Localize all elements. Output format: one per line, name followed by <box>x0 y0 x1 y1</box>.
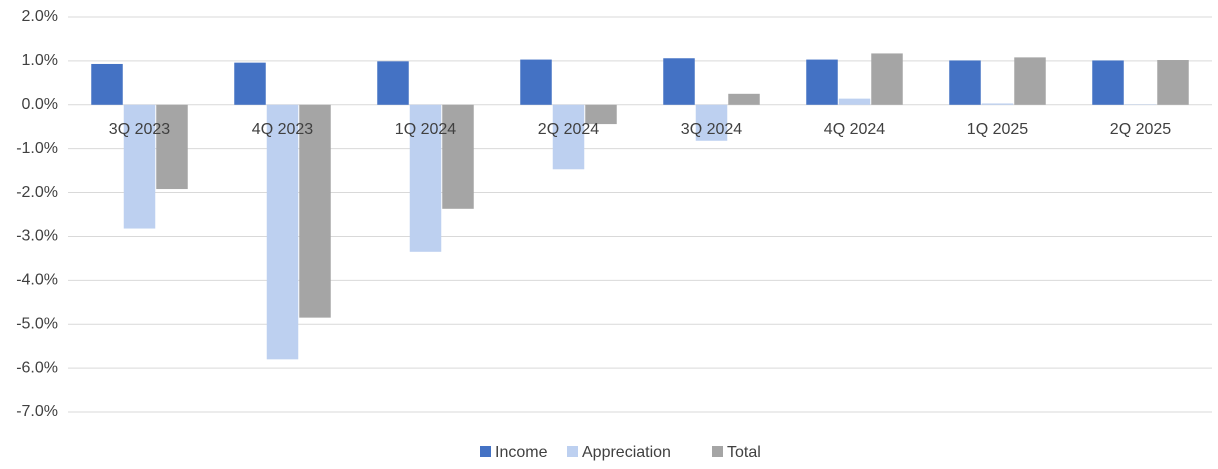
x-tick-label: 1Q 2024 <box>395 121 456 138</box>
y-tick-label: 0.0% <box>22 96 58 113</box>
bar <box>234 63 266 105</box>
y-tick-label: -2.0% <box>16 184 58 201</box>
x-tick-label: 4Q 2024 <box>824 121 885 138</box>
bar <box>1014 57 1046 104</box>
legend-label: Total <box>727 444 761 461</box>
legend-swatch <box>480 446 491 457</box>
bar <box>839 99 871 105</box>
bar <box>267 105 299 360</box>
legend-swatch <box>567 446 578 457</box>
bar <box>156 105 188 189</box>
bar <box>520 60 552 105</box>
x-tick-label: 2Q 2025 <box>1110 121 1171 138</box>
legend-label: Income <box>495 444 548 461</box>
bar <box>949 60 981 104</box>
x-tick-label: 1Q 2025 <box>967 121 1028 138</box>
y-tick-label: -5.0% <box>16 315 58 332</box>
x-tick-label: 3Q 2023 <box>109 121 170 138</box>
y-tick-label: 1.0% <box>22 52 58 69</box>
bar <box>982 103 1014 104</box>
y-tick-label: -3.0% <box>16 228 58 245</box>
x-tick-label: 3Q 2024 <box>681 121 742 138</box>
x-tick-label: 4Q 2023 <box>252 121 313 138</box>
bar <box>806 60 838 105</box>
y-tick-label: -7.0% <box>16 403 58 420</box>
y-tick-label: 2.0% <box>22 8 58 25</box>
bar <box>1092 60 1124 104</box>
bar <box>871 53 903 104</box>
y-tick-label: -1.0% <box>16 140 58 157</box>
y-tick-label: -4.0% <box>16 272 58 289</box>
bar <box>1157 60 1189 105</box>
bar <box>728 94 760 105</box>
legend-swatch <box>712 446 723 457</box>
bar <box>377 61 409 104</box>
legend-label: Appreciation <box>582 444 671 461</box>
bar <box>91 64 123 105</box>
y-tick-label: -6.0% <box>16 359 58 376</box>
bar <box>663 58 695 105</box>
x-tick-label: 2Q 2024 <box>538 121 599 138</box>
